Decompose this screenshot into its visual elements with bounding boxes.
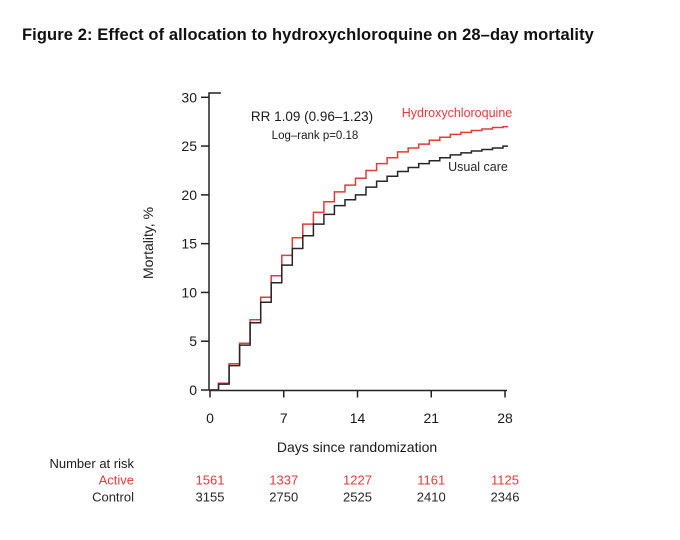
x-tick-label: 21	[423, 410, 439, 426]
risk-row-label-control: Control	[92, 490, 134, 505]
risk-cell-active-day0: 1561	[196, 473, 225, 488]
figure-title: Figure 2: Effect of allocation to hydrox…	[22, 26, 594, 44]
curve-usual-care	[210, 145, 508, 391]
risk-cell-control-day21: 2410	[417, 490, 446, 505]
x-tick-label: 0	[206, 410, 214, 426]
y-tick-label: 0	[189, 382, 197, 398]
risk-cell-active-day7: 1337	[269, 473, 298, 488]
risk-cell-active-day21: 1161	[417, 473, 445, 488]
x-tick-label: 7	[280, 410, 288, 426]
y-axis-line	[208, 92, 221, 391]
y-tick-label: 20	[181, 187, 197, 203]
risk-cell-active-day28: 1125	[491, 473, 519, 488]
risk-table-header: Number at risk	[49, 456, 134, 471]
rr-annotation: RR 1.09 (0.96–1.23)	[251, 109, 373, 124]
y-tick-label: 15	[181, 236, 197, 252]
y-tick-label: 25	[181, 138, 197, 154]
risk-cell-active-day14: 1227	[343, 473, 372, 488]
risk-cell-control-day28: 2346	[491, 490, 520, 505]
risk-row-label-active: Active	[99, 473, 134, 488]
y-tick-label: 5	[189, 333, 197, 349]
series-label-hydroxychloroquine: Hydroxychloroquine	[402, 106, 513, 120]
y-tick-label: 30	[181, 89, 197, 105]
x-axis-title: Days since randomization	[277, 439, 437, 455]
x-tick-label: 28	[497, 410, 513, 426]
risk-cell-control-day7: 2750	[269, 490, 298, 505]
risk-cell-control-day0: 3155	[196, 490, 225, 505]
y-axis-title: Mortality, %	[140, 207, 156, 279]
series-label-usual-care: Usual care	[448, 160, 508, 174]
logrank-annotation: Log–rank p=0.18	[272, 130, 359, 142]
risk-cell-control-day14: 2525	[343, 490, 372, 505]
y-tick-label: 10	[181, 284, 197, 300]
x-tick-label: 14	[350, 410, 366, 426]
